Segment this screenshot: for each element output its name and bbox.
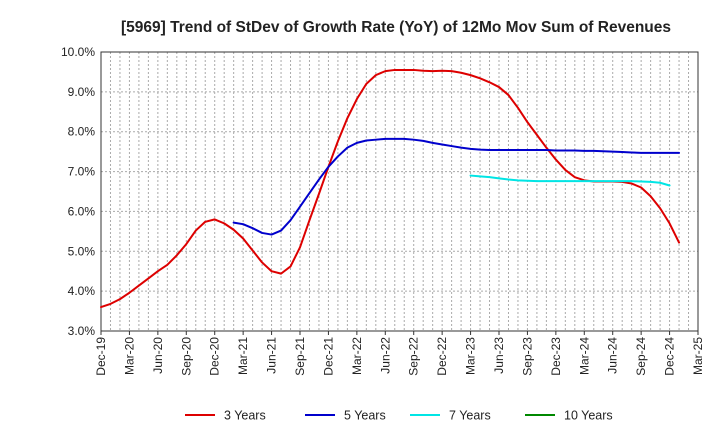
x-tick-label: Mar-22 [350, 337, 364, 375]
y-tick-label: 7.0% [68, 165, 96, 179]
legend-label: 5 Years [344, 409, 386, 423]
x-tick-label: Dec-22 [435, 337, 449, 376]
series-line-3-years [100, 68, 681, 309]
x-tick-label: Mar-23 [464, 337, 478, 375]
series-lines [100, 68, 681, 309]
x-tick-label: Jun-22 [378, 337, 392, 374]
x-tick-label: Sep-20 [179, 337, 193, 376]
legend-label: 7 Years [449, 409, 491, 423]
y-tick-label: 8.0% [68, 125, 96, 139]
grid [101, 52, 698, 331]
x-tick-label: Jun-24 [606, 337, 620, 374]
legend: 3 Years 5 Years 7 Years 10 Years [185, 409, 613, 423]
x-tick-label: Sep-23 [520, 337, 534, 376]
x-tick-label: Jun-21 [265, 337, 279, 374]
x-tick-label: Dec-20 [208, 337, 222, 376]
y-tick-label: 10.0% [61, 45, 95, 59]
x-tick-label: Sep-22 [407, 337, 421, 376]
series-line-7-years [469, 174, 671, 187]
y-tick-label: 6.0% [68, 204, 96, 218]
x-tick-label: Mar-21 [236, 337, 250, 375]
x-tick-label: Sep-24 [634, 337, 648, 376]
y-tick-label: 5.0% [68, 244, 96, 258]
legend-label: 10 Years [564, 409, 613, 423]
series-line-5-years [232, 137, 681, 236]
plot-area [101, 52, 698, 331]
x-tick-label: Jun-20 [151, 337, 165, 374]
chart-title: [5969] Trend of StDev of Growth Rate (Yo… [121, 19, 671, 36]
y-tick-label: 9.0% [68, 85, 96, 99]
x-axis: Dec-19 Mar-20 Jun-20 Sep-20 Dec-20 Mar-21 Jun-… [94, 331, 705, 376]
legend-label: 3 Years [224, 409, 266, 423]
x-tick-label: Mar-20 [122, 337, 136, 375]
x-tick-label: Mar-24 [577, 337, 591, 375]
x-tick-label: Sep-21 [293, 337, 307, 376]
x-tick-label: Mar-25 [691, 337, 705, 375]
y-tick-label: 4.0% [68, 284, 96, 298]
x-tick-label: Dec-24 [663, 337, 677, 376]
x-tick-label: Dec-19 [94, 337, 108, 376]
x-tick-label: Dec-21 [321, 337, 335, 376]
y-tick-label: 3.0% [68, 324, 96, 338]
plot-border [100, 51, 699, 332]
y-axis: 3.0% 4.0% 5.0% 6.0% 7.0% 8.0% 9.0% 10.0% [61, 45, 95, 338]
x-tick-label: Jun-23 [492, 337, 506, 374]
x-tick-label: Dec-23 [549, 337, 563, 376]
